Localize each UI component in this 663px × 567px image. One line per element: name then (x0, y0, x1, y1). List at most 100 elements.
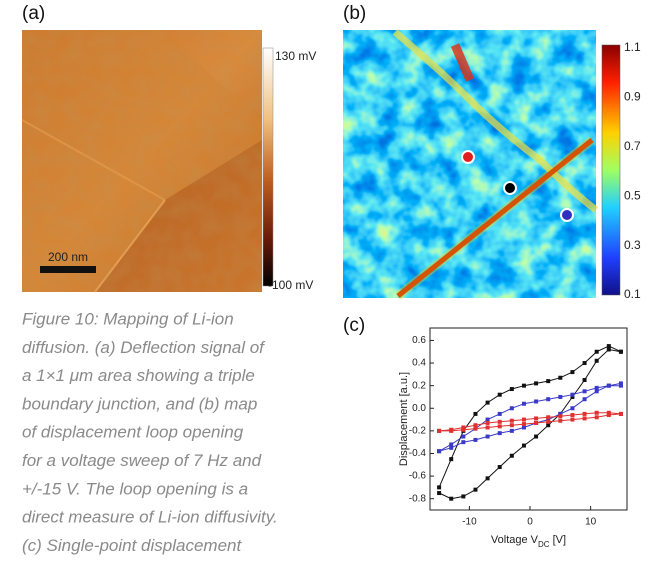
data-point (437, 485, 441, 489)
data-point (510, 387, 514, 391)
data-point (595, 411, 599, 415)
data-point (558, 419, 562, 423)
displacement-map (343, 30, 596, 298)
data-point (570, 418, 574, 422)
data-point (570, 406, 574, 410)
data-point (570, 413, 574, 417)
data-point (473, 438, 477, 442)
data-point (522, 422, 526, 426)
data-point (558, 395, 562, 399)
data-point (510, 423, 514, 427)
data-point (498, 431, 502, 435)
series-line (439, 346, 621, 499)
data-point (461, 435, 465, 439)
data-point (570, 370, 574, 374)
colorbar-label: 0.3 (624, 238, 641, 252)
data-point (619, 350, 623, 354)
scale-bar-label: 200 nm (48, 250, 88, 264)
data-point (461, 440, 465, 444)
data-point (437, 429, 441, 433)
y-tick-label: 0.6 (412, 335, 426, 346)
data-point (449, 457, 453, 461)
data-point (583, 389, 587, 393)
data-point (510, 419, 514, 423)
data-point (619, 384, 623, 388)
y-tick-label: -0.4 (409, 448, 427, 459)
data-point (583, 378, 587, 382)
caption-line: (c) Single-point displacement (22, 536, 242, 555)
caption-line: Figure 10: Mapping of Li-ion (22, 309, 234, 328)
data-point (595, 350, 599, 354)
colorbar-label: 0.1 (624, 287, 641, 301)
data-point (595, 415, 599, 419)
colorbar-label: 0.5 (624, 188, 641, 202)
data-point (437, 449, 441, 453)
caption-line: diffusion. (a) Deflection signal of (22, 338, 266, 357)
data-point (486, 425, 490, 429)
caption-line: boundary junction, and (b) map (22, 394, 257, 413)
colorbar-label: 0.7 (624, 139, 641, 153)
caption-line: direct measure of Li-ion diffusivity. (22, 508, 278, 527)
data-point (583, 397, 587, 401)
data-point (546, 415, 550, 419)
data-point (461, 425, 465, 429)
data-point (570, 393, 574, 397)
data-point (534, 381, 538, 385)
data-point (522, 418, 526, 422)
caption-line: of displacement loop opening (22, 423, 244, 442)
data-point (534, 399, 538, 403)
data-point (522, 384, 526, 388)
data-point (510, 454, 514, 458)
data-point (498, 393, 502, 397)
y-tick-label: -0.8 (409, 493, 427, 504)
data-point (461, 494, 465, 498)
data-point (498, 465, 502, 469)
colorbar (263, 48, 273, 286)
data-point (534, 421, 538, 425)
data-point (486, 435, 490, 439)
data-point (498, 420, 502, 424)
data-point (486, 421, 490, 425)
colorbar-label: 130 mV (275, 49, 316, 63)
data-point (583, 416, 587, 420)
series-line (439, 413, 621, 431)
data-point (607, 411, 611, 415)
x-axis-label: Voltage VDC [V] (491, 534, 566, 549)
caption-line: a 1×1 μm area showing a triple (22, 366, 255, 385)
data-point (583, 412, 587, 416)
data-point (498, 412, 502, 416)
caption-line: for a voltage sweep of 7 Hz and (22, 451, 262, 470)
data-point (437, 491, 441, 495)
data-point (546, 420, 550, 424)
y-tick-label: -0.2 (409, 426, 427, 437)
data-point (595, 386, 599, 390)
page: Figure 10 html, body { margin: 0; paddin… (0, 0, 663, 562)
data-point (534, 416, 538, 420)
data-point (486, 476, 490, 480)
panel-label: (a) (22, 3, 45, 24)
x-tick-label: 0 (527, 517, 533, 528)
colorbar-label: 0.9 (624, 90, 641, 104)
data-point (546, 379, 550, 383)
x-axis-label-part: DC (538, 540, 550, 549)
colorbar-label: -100 mV (268, 278, 313, 292)
x-axis-label-part: Voltage V (491, 534, 539, 546)
data-point (449, 428, 453, 432)
caption-line: +/-15 V. The loop opening is a (22, 479, 248, 498)
colorbar-labels: 1.10.90.70.50.30.1 (624, 40, 641, 301)
y-axis-label: Displacement [a.u.] (398, 372, 410, 466)
y-tick-label: -0.6 (409, 471, 427, 482)
data-point (522, 402, 526, 406)
data-point (583, 361, 587, 365)
x-tick-label: 10 (585, 517, 597, 528)
panel-label: (c) (343, 315, 365, 336)
data-point (473, 423, 477, 427)
x-tick-label: -10 (462, 517, 477, 528)
data-point (546, 397, 550, 401)
panel-label: (b) (343, 3, 366, 24)
y-tick-label: 0.0 (412, 403, 426, 414)
data-point (619, 412, 623, 416)
data-point (473, 488, 477, 492)
body: { "panel_a": {"label": "(a)", "scale_bar… (0, 0, 663, 562)
